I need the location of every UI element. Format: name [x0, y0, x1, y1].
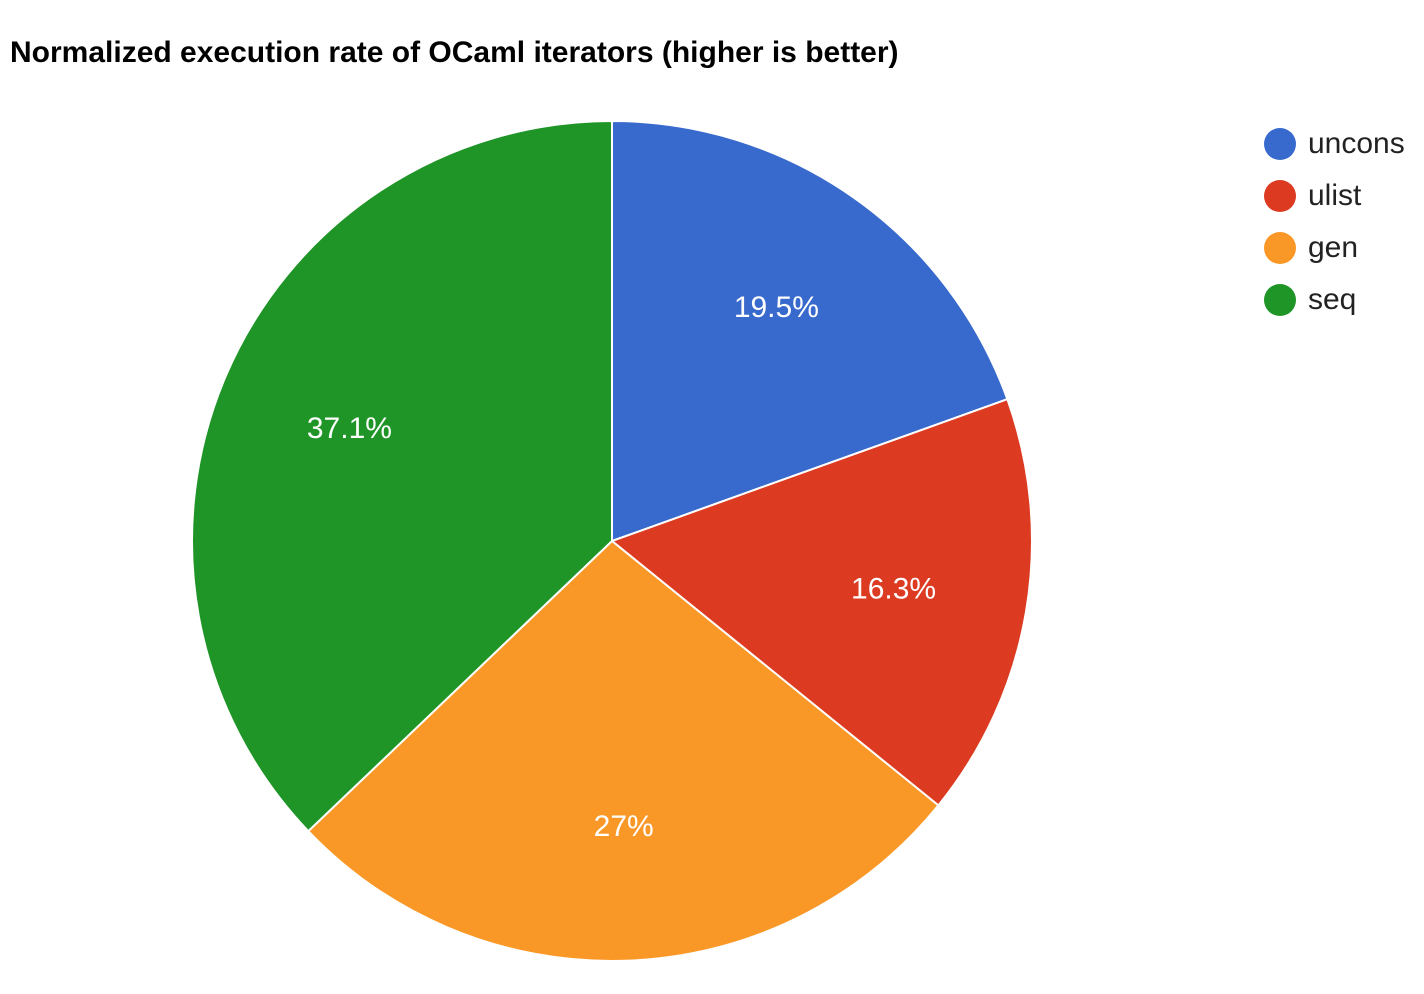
slice-label-uncons: 19.5%: [734, 291, 819, 324]
chart-title: Normalized execution rate of OCaml itera…: [10, 36, 899, 69]
legend-item-uncons[interactable]: uncons: [1264, 118, 1405, 170]
legend-swatch-ulist: [1264, 180, 1296, 212]
pie-slice-seq[interactable]: [191, 119, 613, 833]
legend-label-seq: seq: [1308, 283, 1357, 316]
pie-slice-uncons[interactable]: [611, 119, 1009, 543]
legend: uncons ulist gen seq: [1264, 118, 1405, 326]
legend-label-ulist: ulist: [1308, 179, 1362, 212]
legend-swatch-uncons: [1264, 128, 1296, 160]
pie-slice-ulist[interactable]: [609, 397, 1033, 807]
slice-label-gen: 27%: [594, 810, 654, 843]
legend-item-gen[interactable]: gen: [1264, 222, 1405, 274]
legend-label-uncons: uncons: [1308, 127, 1405, 160]
pie-slice-gen[interactable]: [306, 539, 940, 962]
legend-swatch-seq: [1264, 284, 1296, 316]
slice-label-seq: 37.1%: [307, 412, 392, 445]
legend-label-gen: gen: [1308, 231, 1359, 264]
legend-item-seq[interactable]: seq: [1264, 274, 1405, 326]
legend-swatch-gen: [1264, 232, 1296, 264]
slice-label-ulist: 16.3%: [851, 572, 936, 605]
legend-item-ulist[interactable]: ulist: [1264, 170, 1405, 222]
